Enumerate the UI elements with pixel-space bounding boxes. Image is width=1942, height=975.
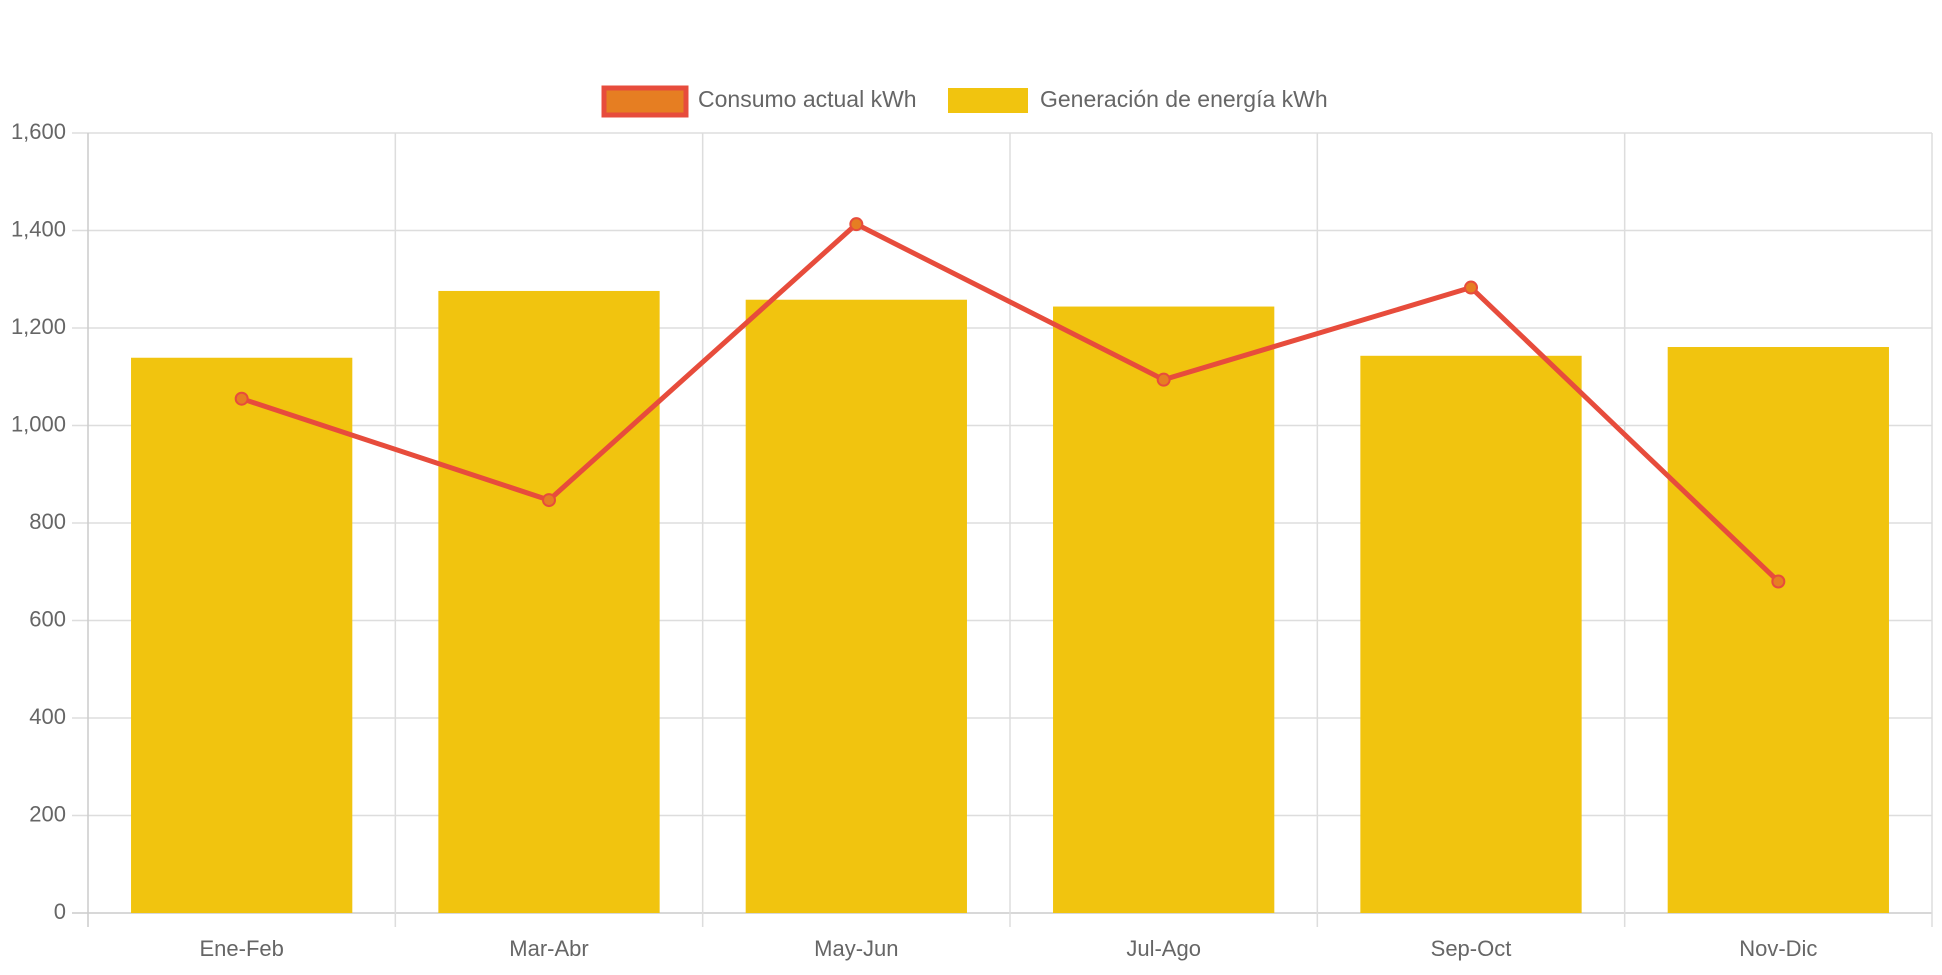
legend-label-consumo: Consumo actual kWh (698, 86, 917, 112)
bar-layer (131, 290, 1889, 914)
x-tick-label: Sep-Oct (1431, 936, 1512, 961)
legend: Consumo actual kWh Generación de energía… (601, 85, 1328, 118)
bar-nov-dic[interactable] (1667, 347, 1889, 913)
line-layer (234, 217, 1786, 589)
bar-jul-ago[interactable] (1053, 306, 1275, 913)
y-tick-label: 1,200 (11, 314, 66, 339)
axis-layer: 0 200 400 600 800 1,000 1,200 1,400 1,600 Ene-Feb… (11, 119, 1818, 961)
bar-ene-feb[interactable] (131, 357, 353, 913)
legend-label-generacion: Generación de energía kWh (1040, 86, 1328, 112)
y-tick-label: 200 (29, 801, 66, 826)
legend-item-generacion[interactable]: Generación de energía kWh (948, 86, 1328, 113)
x-tick-label: Nov-Dic (1739, 936, 1817, 961)
y-tick-label: 1,400 (11, 216, 66, 241)
legend-item-consumo[interactable]: Consumo actual kWh (601, 85, 917, 118)
bar-sep-oct[interactable] (1360, 355, 1582, 914)
y-tick-label: 800 (29, 509, 66, 534)
consumo-point-ene-feb[interactable] (234, 391, 249, 406)
consumo-line (240, 221, 1781, 584)
x-tick-label: May-Jun (814, 936, 898, 961)
y-tick-label: 1,000 (11, 411, 66, 436)
legend-swatch-consumo (601, 85, 689, 118)
x-tick-label: Mar-Abr (509, 936, 588, 961)
consumo-point-mar-abr[interactable] (542, 493, 556, 508)
consumo-point-sep-oct[interactable] (1464, 280, 1478, 295)
y-tick-label: 400 (29, 704, 66, 729)
y-tick-label: 1,600 (11, 119, 66, 144)
bar-may-jun[interactable] (745, 299, 967, 914)
bar-mar-abr[interactable] (438, 290, 660, 913)
consumo-point-nov-dic[interactable] (1771, 574, 1786, 589)
x-tick-label: Jul-Ago (1126, 936, 1201, 961)
x-tick-label: Ene-Feb (199, 936, 283, 961)
y-tick-label: 600 (29, 606, 66, 631)
consumo-point-may-jun[interactable] (849, 217, 864, 232)
consumo-point-jul-ago[interactable] (1156, 372, 1171, 387)
grid-layer (72, 132, 1933, 927)
y-tick-label: 0 (54, 899, 66, 924)
legend-swatch-generacion (948, 88, 1028, 113)
